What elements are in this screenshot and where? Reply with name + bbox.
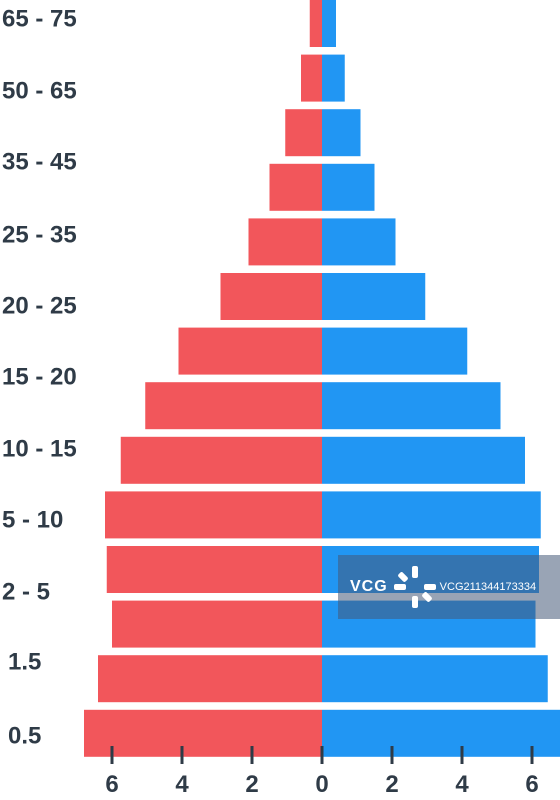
watermark-id: VCG211344173334: [439, 581, 537, 593]
bar-left: [106, 546, 322, 593]
x-tick-label: 2: [245, 771, 258, 798]
age-label: 20 - 25: [2, 292, 77, 319]
age-label: 5 - 10: [2, 506, 63, 533]
age-labels: 65 - 75 50 - 65 35 - 45 25 - 35 20 - 25 15 - …: [2, 5, 77, 749]
watermark-brand: VCG: [350, 578, 388, 595]
bar-right: [322, 655, 548, 703]
x-tick-label: 6: [525, 771, 538, 798]
bar-right: [322, 218, 396, 266]
bar-right: [322, 273, 426, 320]
bar-right: [322, 491, 541, 539]
bar-left: [145, 382, 322, 430]
bar-left: [112, 600, 322, 648]
age-label: 25 - 35: [2, 221, 77, 248]
bar-right: [322, 436, 525, 484]
bar-left: [84, 709, 322, 757]
x-tick-label: 6: [105, 771, 118, 798]
bar-right: [322, 0, 336, 47]
age-label: 35 - 45: [2, 148, 77, 175]
x-tick-label: 0: [315, 771, 328, 798]
bar-left: [269, 163, 322, 211]
age-label: 0.5: [8, 722, 41, 749]
bars-left-series: [84, 0, 322, 757]
vcg-logo-icon: [393, 566, 436, 608]
age-label: 1.5: [8, 648, 41, 675]
x-axis-ticks: 6 4 2 0 2 4 6: [105, 746, 539, 798]
bar-right: [322, 382, 501, 430]
bar-right: [322, 163, 375, 211]
bar-left: [178, 327, 322, 375]
bar-right: [322, 54, 345, 102]
x-tick-label: 4: [175, 771, 189, 798]
bar-left: [105, 491, 322, 539]
bar-left: [301, 54, 322, 102]
bar-left: [120, 436, 322, 484]
age-label: 15 - 20: [2, 363, 77, 390]
bar-left: [285, 109, 322, 157]
age-label: 2 - 5: [2, 578, 50, 605]
age-label: 50 - 65: [2, 77, 77, 104]
age-label: 10 - 15: [2, 435, 77, 462]
age-label: 65 - 75: [2, 5, 77, 32]
bar-right: [322, 109, 361, 157]
x-tick-label: 4: [455, 771, 469, 798]
x-tick-label: 2: [385, 771, 398, 798]
bar-left: [98, 655, 322, 703]
bar-left: [248, 218, 322, 266]
bar-right: [322, 327, 468, 375]
bar-left: [220, 273, 322, 320]
bar-right: [322, 709, 560, 757]
bars-right-series: [322, 0, 560, 757]
watermark: VCG VCG211344173334: [338, 555, 560, 619]
bar-left: [309, 0, 322, 47]
